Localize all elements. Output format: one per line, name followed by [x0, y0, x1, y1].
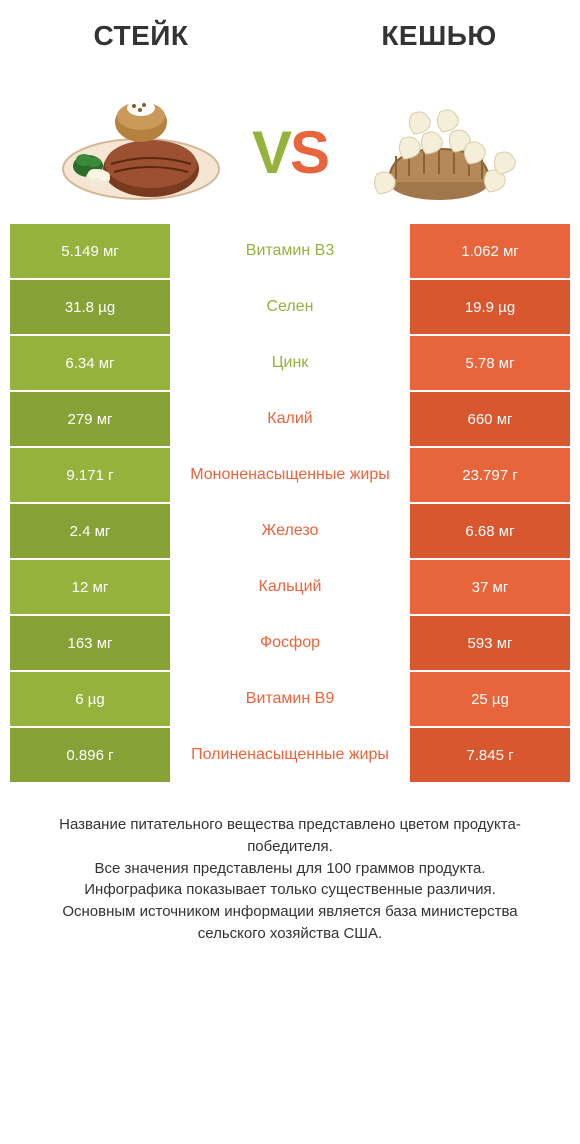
left-value: 31.8 µg — [10, 280, 170, 336]
footer-line: Все значения представлены для 100 граммо… — [30, 858, 550, 880]
left-value: 163 мг — [10, 616, 170, 672]
table-row: 279 мгКалий660 мг — [10, 392, 570, 448]
cashew-icon — [354, 64, 524, 214]
left-title: СТЕЙК — [93, 20, 188, 52]
table-row: 163 мгФосфор593 мг — [10, 616, 570, 672]
steak-icon — [56, 64, 226, 214]
vs-label: VS — [252, 118, 328, 187]
table-row: 9.171 гМононенасыщенные жиры23.797 г — [10, 448, 570, 504]
right-value: 593 мг — [410, 616, 570, 672]
nutrient-label: Витамин B3 — [170, 224, 410, 280]
right-value: 7.845 г — [410, 728, 570, 784]
right-value: 5.78 мг — [410, 336, 570, 392]
left-value: 0.896 г — [10, 728, 170, 784]
nutrient-label: Цинк — [170, 336, 410, 392]
left-value: 5.149 мг — [10, 224, 170, 280]
nutrient-label: Фосфор — [170, 616, 410, 672]
table-row: 5.149 мгВитамин B31.062 мг — [10, 224, 570, 280]
right-value: 1.062 мг — [410, 224, 570, 280]
table-row: 0.896 гПолиненасыщенные жиры7.845 г — [10, 728, 570, 784]
right-side: КЕШЬЮ — [328, 20, 550, 214]
right-value: 37 мг — [410, 560, 570, 616]
vs-v: V — [252, 119, 290, 186]
right-value: 25 µg — [410, 672, 570, 728]
footer-line: Название питательного вещества представл… — [30, 814, 550, 858]
nutrient-label: Железо — [170, 504, 410, 560]
right-title: КЕШЬЮ — [381, 20, 496, 52]
nutrient-label: Кальций — [170, 560, 410, 616]
table-row: 6.34 мгЦинк5.78 мг — [10, 336, 570, 392]
table-row: 31.8 µgСелен19.9 µg — [10, 280, 570, 336]
nutrient-table: 5.149 мгВитамин B31.062 мг31.8 µgСелен19… — [0, 224, 580, 784]
left-value: 2.4 мг — [10, 504, 170, 560]
left-value: 6.34 мг — [10, 336, 170, 392]
nutrient-label: Калий — [170, 392, 410, 448]
right-value: 660 мг — [410, 392, 570, 448]
nutrient-label: Мононенасыщенные жиры — [170, 448, 410, 504]
footer-note: Название питательного вещества представл… — [0, 784, 580, 945]
right-value: 23.797 г — [410, 448, 570, 504]
left-value: 279 мг — [10, 392, 170, 448]
right-value: 19.9 µg — [410, 280, 570, 336]
table-row: 6 µgВитамин B925 µg — [10, 672, 570, 728]
left-value: 9.171 г — [10, 448, 170, 504]
nutrient-label: Полиненасыщенные жиры — [170, 728, 410, 784]
table-row: 12 мгКальций37 мг — [10, 560, 570, 616]
left-value: 6 µg — [10, 672, 170, 728]
left-side: СТЕЙК — [30, 20, 252, 214]
nutrient-label: Селен — [170, 280, 410, 336]
table-row: 2.4 мгЖелезо6.68 мг — [10, 504, 570, 560]
vs-s: S — [290, 119, 328, 186]
right-value: 6.68 мг — [410, 504, 570, 560]
footer-line: Основным источником информации является … — [30, 901, 550, 945]
footer-line: Инфографика показывает только существенн… — [30, 879, 550, 901]
nutrient-label: Витамин B9 — [170, 672, 410, 728]
left-value: 12 мг — [10, 560, 170, 616]
header: СТЕЙК VS — [0, 0, 580, 224]
